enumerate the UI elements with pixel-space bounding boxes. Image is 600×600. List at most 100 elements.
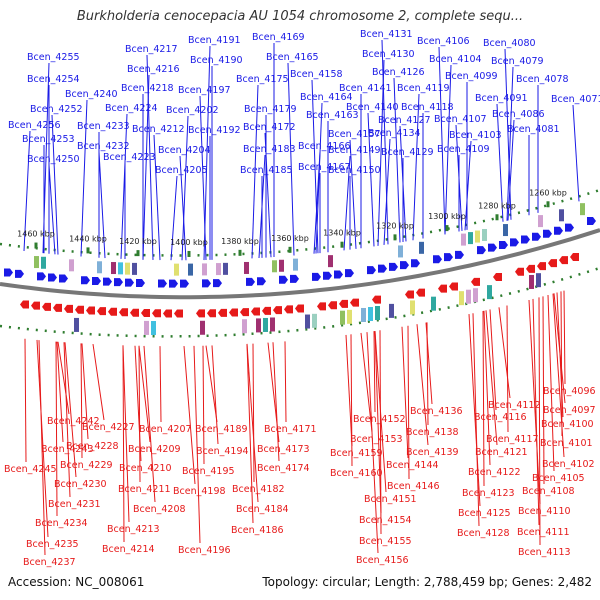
forward-callout-line (98, 151, 106, 259)
forward-gene-label: Bcen_4157 (328, 129, 381, 140)
reverse-callout-line (538, 297, 541, 546)
reverse-gene-label: Bcen_4207 (139, 424, 192, 435)
feature-block (279, 259, 284, 272)
reverse-gene-arrow (526, 264, 535, 273)
forward-callout-line (315, 102, 323, 254)
reverse-callout-line (193, 345, 201, 544)
scale-label: 1340 kbp (323, 229, 361, 238)
feature-block (223, 262, 228, 275)
forward-gene-arrow (565, 223, 574, 232)
reverse-gene-label: Bcen_4121 (475, 447, 528, 458)
reverse-gene-label: Bcen_4234 (35, 518, 88, 529)
forward-gene-arrow (510, 238, 519, 247)
reverse-gene-label: Bcen_4096 (543, 386, 596, 397)
forward-gene-label: Bcen_4250 (27, 154, 80, 165)
forward-callout-line (179, 155, 187, 261)
reverse-callout-line (205, 345, 218, 423)
forward-callout-line (349, 139, 357, 249)
forward-gene-label: Bcen_4224 (105, 103, 158, 114)
reverse-gene-arrow (196, 309, 205, 318)
forward-gene-label: Bcen_4253 (22, 134, 75, 145)
reverse-gene-arrow (295, 304, 304, 313)
reverse-callout-line (498, 307, 511, 399)
reverse-gene-label: Bcen_4153 (350, 434, 403, 445)
forward-gene-label: Bcen_4202 (166, 105, 219, 116)
forward-gene-arrow (4, 268, 13, 277)
forward-gene-label: Bcen_4071 (551, 94, 600, 105)
forward-gene-label: Bcen_4109 (437, 144, 490, 155)
reverse-gene-label: Bcen_4208 (133, 504, 186, 515)
feature-block (242, 319, 247, 334)
feature-block (473, 288, 478, 303)
forward-gene-arrow (554, 226, 563, 235)
forward-callout-line (142, 74, 150, 260)
forward-callout-line (153, 134, 161, 261)
reverse-gene-label: Bcen_4184 (236, 504, 289, 515)
forward-gene-label: Bcen_4183 (243, 144, 296, 155)
reverse-gene-label: Bcen_4155 (359, 536, 412, 547)
forward-gene-arrow (389, 262, 398, 271)
forward-gene-label: Bcen_4232 (77, 141, 130, 152)
feature-block (459, 291, 464, 306)
reverse-callout-line (483, 310, 491, 466)
reverse-gene-label: Bcen_4231 (48, 499, 101, 510)
reverse-gene-label: Bcen_4122 (468, 467, 521, 478)
reverse-gene-label: Bcen_4243 (41, 444, 94, 455)
reverse-callout-line (246, 343, 254, 524)
feature-block (216, 263, 221, 276)
forward-gene-label: Bcen_4254 (27, 74, 80, 85)
feature-block (293, 258, 298, 271)
feature-block (256, 318, 261, 333)
forward-callout-line (51, 114, 59, 255)
feature-block (529, 274, 534, 289)
forward-gene-label: Bcen_4134 (368, 128, 421, 139)
reverse-callout-line (272, 342, 280, 462)
reverse-gene-arrow (493, 272, 502, 281)
forward-gene-arrow (532, 232, 541, 241)
reverse-callout-line (211, 345, 219, 445)
reverse-callout-line (560, 291, 563, 437)
forward-gene-label: Bcen_4197 (178, 85, 231, 96)
reverse-gene-label: Bcen_4173 (257, 444, 310, 455)
feature-block (340, 310, 345, 325)
forward-gene-label: Bcen_4103 (449, 130, 502, 141)
forward-gene-label: Bcen_4169 (252, 32, 305, 43)
forward-callout-line (412, 93, 420, 241)
forward-gene-arrow (246, 277, 255, 286)
reverse-gene-label: Bcen_4139 (406, 447, 459, 458)
reverse-gene-label: Bcen_4125 (458, 508, 511, 519)
forward-gene-label: Bcen_4091 (475, 93, 528, 104)
feature-block (272, 260, 277, 273)
forward-gene-arrow (290, 274, 299, 283)
forward-gene-label: Bcen_4191 (188, 35, 241, 46)
forward-gene-label: Bcen_4126 (372, 67, 425, 78)
feature-block (389, 303, 394, 318)
forward-callout-line (381, 39, 389, 245)
reverse-gene-label: Bcen_4097 (543, 405, 596, 416)
scale-label: 1400 kbp (170, 238, 208, 247)
reverse-gene-arrow (163, 309, 172, 318)
reverse-callout-line (552, 293, 565, 458)
reverse-gene-label: Bcen_4210 (119, 463, 172, 474)
reverse-gene-arrow (20, 300, 29, 309)
reverse-gene-label: Bcen_4211 (118, 484, 171, 495)
reverse-gene-label: Bcen_4100 (541, 419, 594, 430)
feature-block (144, 320, 149, 335)
reverse-gene-label: Bcen_4154 (359, 515, 412, 526)
inner-scale-dots (0, 266, 600, 338)
scale-label: 1360 kbp (271, 234, 309, 243)
forward-gene-arrow (477, 246, 486, 255)
forward-gene-label: Bcen_4190 (190, 55, 243, 66)
reverse-callout-line (426, 322, 429, 426)
reverse-gene-arrow (262, 306, 271, 315)
forward-gene-arrow (136, 279, 145, 288)
forward-gene-label: Bcen_4130 (362, 49, 415, 60)
feature-block (270, 317, 275, 332)
reverse-gene-label: Bcen_4228 (66, 441, 119, 452)
feature-block (487, 285, 492, 300)
forward-gene-label: Bcen_4107 (434, 114, 487, 125)
reverse-gene-arrow (119, 308, 128, 317)
feature-block (312, 313, 317, 328)
reverse-gene-label: Bcen_4195 (182, 466, 235, 477)
scale-ticks (0, 188, 600, 338)
